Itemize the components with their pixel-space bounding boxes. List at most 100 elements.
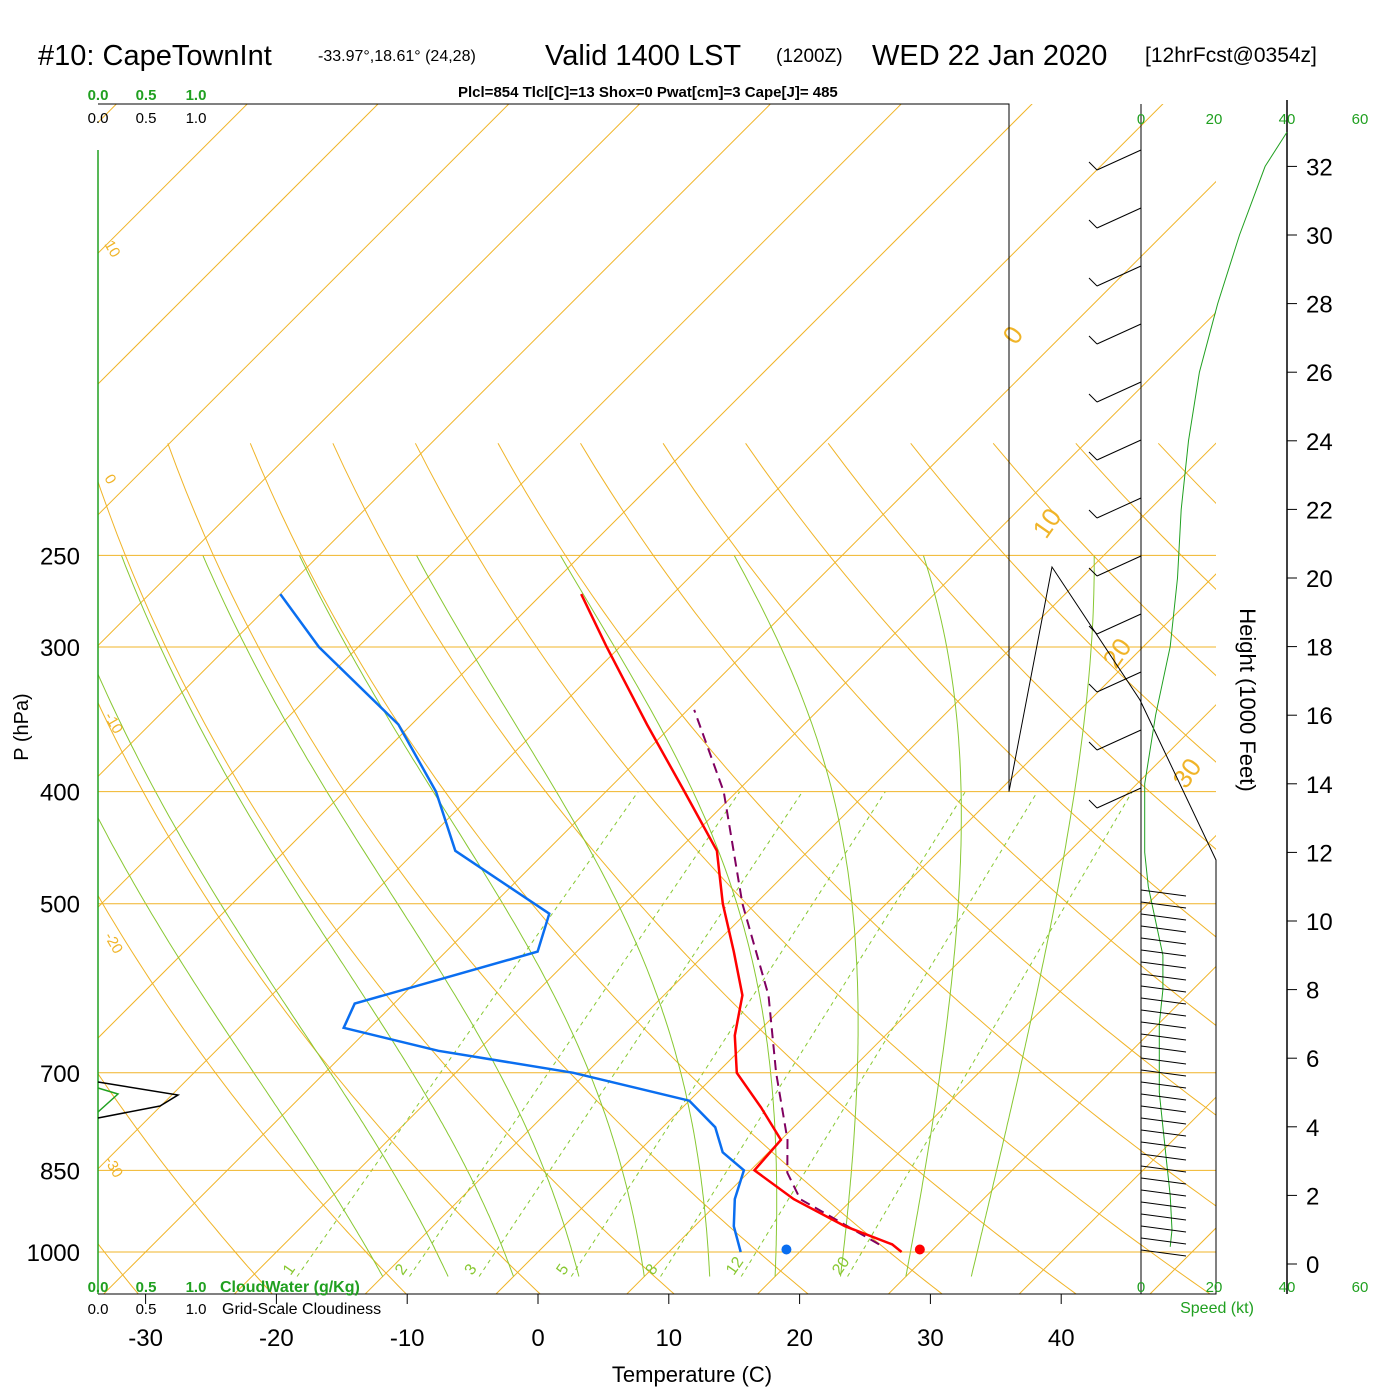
height-tick-label: 6 [1306, 1046, 1319, 1073]
dry-adiabat-line [98, 1072, 273, 1294]
pressure-tick-label: 500 [40, 892, 80, 919]
height-tick-label: 20 [1306, 566, 1333, 593]
wind-barb-flag [1088, 219, 1098, 229]
wind-barb-staff [1096, 323, 1142, 345]
isotherm-line [1149, 1227, 1216, 1294]
cloudwater-scale-bottom: 0.0 [88, 1279, 109, 1296]
height-tick-label: 14 [1306, 772, 1333, 799]
height-tick-label: 24 [1306, 429, 1333, 456]
mixing-ratio-line [409, 791, 741, 1277]
moist-adiabat-line [905, 555, 962, 1277]
pressure-tick-label: 1000 [27, 1240, 80, 1267]
isotherm-line [1265, 70, 1400, 1310]
x-axis-title: Temperature (C) [612, 1362, 772, 1387]
temperature-tick-label: 40 [1048, 1325, 1075, 1352]
wind-barb-staff [1140, 1021, 1187, 1029]
height-tick-label: 10 [1306, 909, 1333, 936]
pressure-tick-label: 300 [40, 635, 80, 662]
height-tick-label: 8 [1306, 978, 1319, 1005]
isotherm-label: 0 [996, 320, 1029, 349]
sounding-parameters: Plcl=854 Tlcl[C]=13 Shox=0 Pwat[cm]=3 Ca… [458, 84, 838, 101]
dry-adiabat-line [827, 442, 1216, 850]
isotherm-line [98, 104, 902, 908]
wind-barb-staff [1140, 913, 1187, 921]
wind-barb-staff [1140, 1117, 1187, 1125]
y-axis-title: P (hPa) [11, 693, 33, 760]
mixing-ratio-line [570, 791, 886, 1277]
isotherm-line [98, 104, 1164, 1170]
dry-adiabat-line [1157, 442, 1216, 505]
cloudwater-scale-bottom: 1.0 [186, 1279, 207, 1296]
temperature-tick-label: -20 [259, 1325, 294, 1352]
wind-barb-flag [1088, 393, 1098, 403]
wind-barb-staff [1140, 1057, 1187, 1065]
isotherm-line [626, 704, 1216, 1294]
mixing-ratio-line [847, 791, 1133, 1277]
dry-adiabat-line [332, 443, 1077, 1294]
mixing-ratio-label: 20 [829, 1254, 853, 1278]
isotherm-label: 10 [101, 238, 124, 261]
moist-adiabat-line [121, 555, 514, 1277]
isotherm-line [364, 442, 1216, 1294]
isotherm-line [756, 834, 1216, 1294]
dry-adiabat-line [992, 442, 1216, 677]
cloudiness-scale-bottom: 0.0 [88, 1301, 109, 1318]
wind-barb-flag [1088, 567, 1098, 577]
dry-adiabat-line [167, 443, 809, 1294]
dry-adiabat-line [1075, 442, 1216, 591]
dry-adiabat-line [910, 442, 1216, 763]
wind-barb-flag [1088, 741, 1098, 751]
cloudwater-scale-bottom: 0.5 [136, 1279, 157, 1296]
height-tick-label: 16 [1306, 703, 1333, 730]
cloudiness-label: Grid-Scale Cloudiness [222, 1301, 381, 1318]
temperature-tick-label: 10 [655, 1325, 682, 1352]
wind-barb-staff [1096, 439, 1142, 461]
wind-barb-staff [1140, 973, 1187, 981]
temperature-tick-label: -10 [390, 1325, 425, 1352]
temperature-tick-label: 0 [531, 1325, 544, 1352]
wind-barb-staff [1140, 1165, 1187, 1173]
moist-adiabat-line [98, 672, 449, 1277]
wind-barb-staff [1140, 1225, 1187, 1233]
wind-barb-staff [1140, 889, 1187, 897]
height-tick-label: 12 [1306, 840, 1333, 867]
wind-barb-staff [1096, 265, 1142, 287]
mixing-ratio-label: 2 [392, 1261, 411, 1278]
background-grid [98, 70, 1400, 1310]
wind-barb-staff [1140, 997, 1187, 1005]
wind-barb-staff [1096, 207, 1142, 229]
isotherm-line [98, 104, 641, 647]
isotherm-line [98, 104, 510, 516]
surface-dewpoint-dot [781, 1244, 792, 1255]
cloudwater-scale-top: 1.0 [186, 87, 207, 104]
wind-barb-staff [1140, 1045, 1187, 1053]
dry-adiabat-line [1323, 443, 1400, 1300]
temperature-line [580, 593, 903, 1253]
isotherm-label: -20 [101, 930, 127, 957]
speed-tick-bottom: 20 [1206, 1279, 1223, 1296]
isotherm-label: 30 [1166, 753, 1207, 794]
plot-frame-outline [98, 103, 1217, 1295]
wind-barb-staff [1140, 1069, 1187, 1077]
height-tick-label: 0 [1306, 1252, 1319, 1279]
wind-barb-staff [1096, 497, 1142, 519]
height-tick-label: 32 [1306, 154, 1333, 181]
height-tick-label: 22 [1306, 497, 1333, 524]
cloudiness-scale-top: 0.0 [88, 110, 109, 127]
wind-barb-staff [1140, 1177, 1187, 1185]
moist-adiabat-line [98, 816, 384, 1277]
wind-barb-staff [1096, 787, 1142, 809]
wind-barb-staff [1140, 1237, 1187, 1245]
wind-barb-staff [1140, 1093, 1187, 1101]
wind-barb-staff [1096, 381, 1142, 403]
cloudwater-profile [97, 1087, 120, 1113]
dry-adiabat-line [745, 443, 1216, 938]
isotherm-line [495, 573, 1216, 1294]
wind-barb-staff [1096, 149, 1142, 171]
profile-series [279, 593, 925, 1255]
isotherm-line [887, 965, 1216, 1294]
wind-barb-staff [1140, 1141, 1187, 1149]
dry-adiabat-line [98, 701, 541, 1294]
